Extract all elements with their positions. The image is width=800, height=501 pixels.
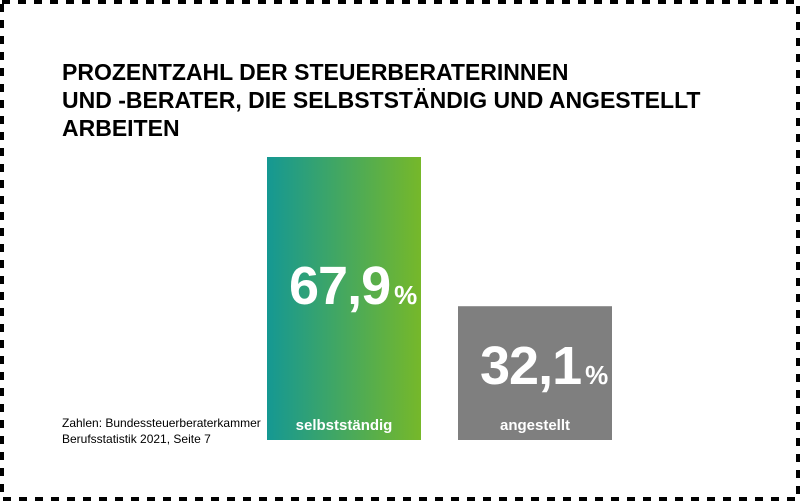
chart-title: UND -BERATER, DIE SELBSTSTÄNDIG UND ANGE… bbox=[62, 87, 700, 113]
value-label: 32,1 bbox=[480, 336, 581, 396]
source-note: Berufsstatistik 2021, Seite 7 bbox=[62, 432, 211, 446]
value-unit: % bbox=[585, 360, 608, 390]
value-label: 67,9 bbox=[289, 256, 390, 316]
value-unit: % bbox=[394, 280, 417, 310]
source-note: Zahlen: Bundessteuerberaterkammer bbox=[62, 416, 261, 430]
category-label: selbstständig bbox=[296, 417, 393, 434]
category-label: angestellt bbox=[500, 417, 570, 434]
chart-title: PROZENTZAHL DER STEUERBERATERINNEN bbox=[62, 59, 568, 85]
bar bbox=[267, 157, 421, 440]
chart-title: ARBEITEN bbox=[62, 115, 180, 141]
bar bbox=[458, 306, 612, 440]
